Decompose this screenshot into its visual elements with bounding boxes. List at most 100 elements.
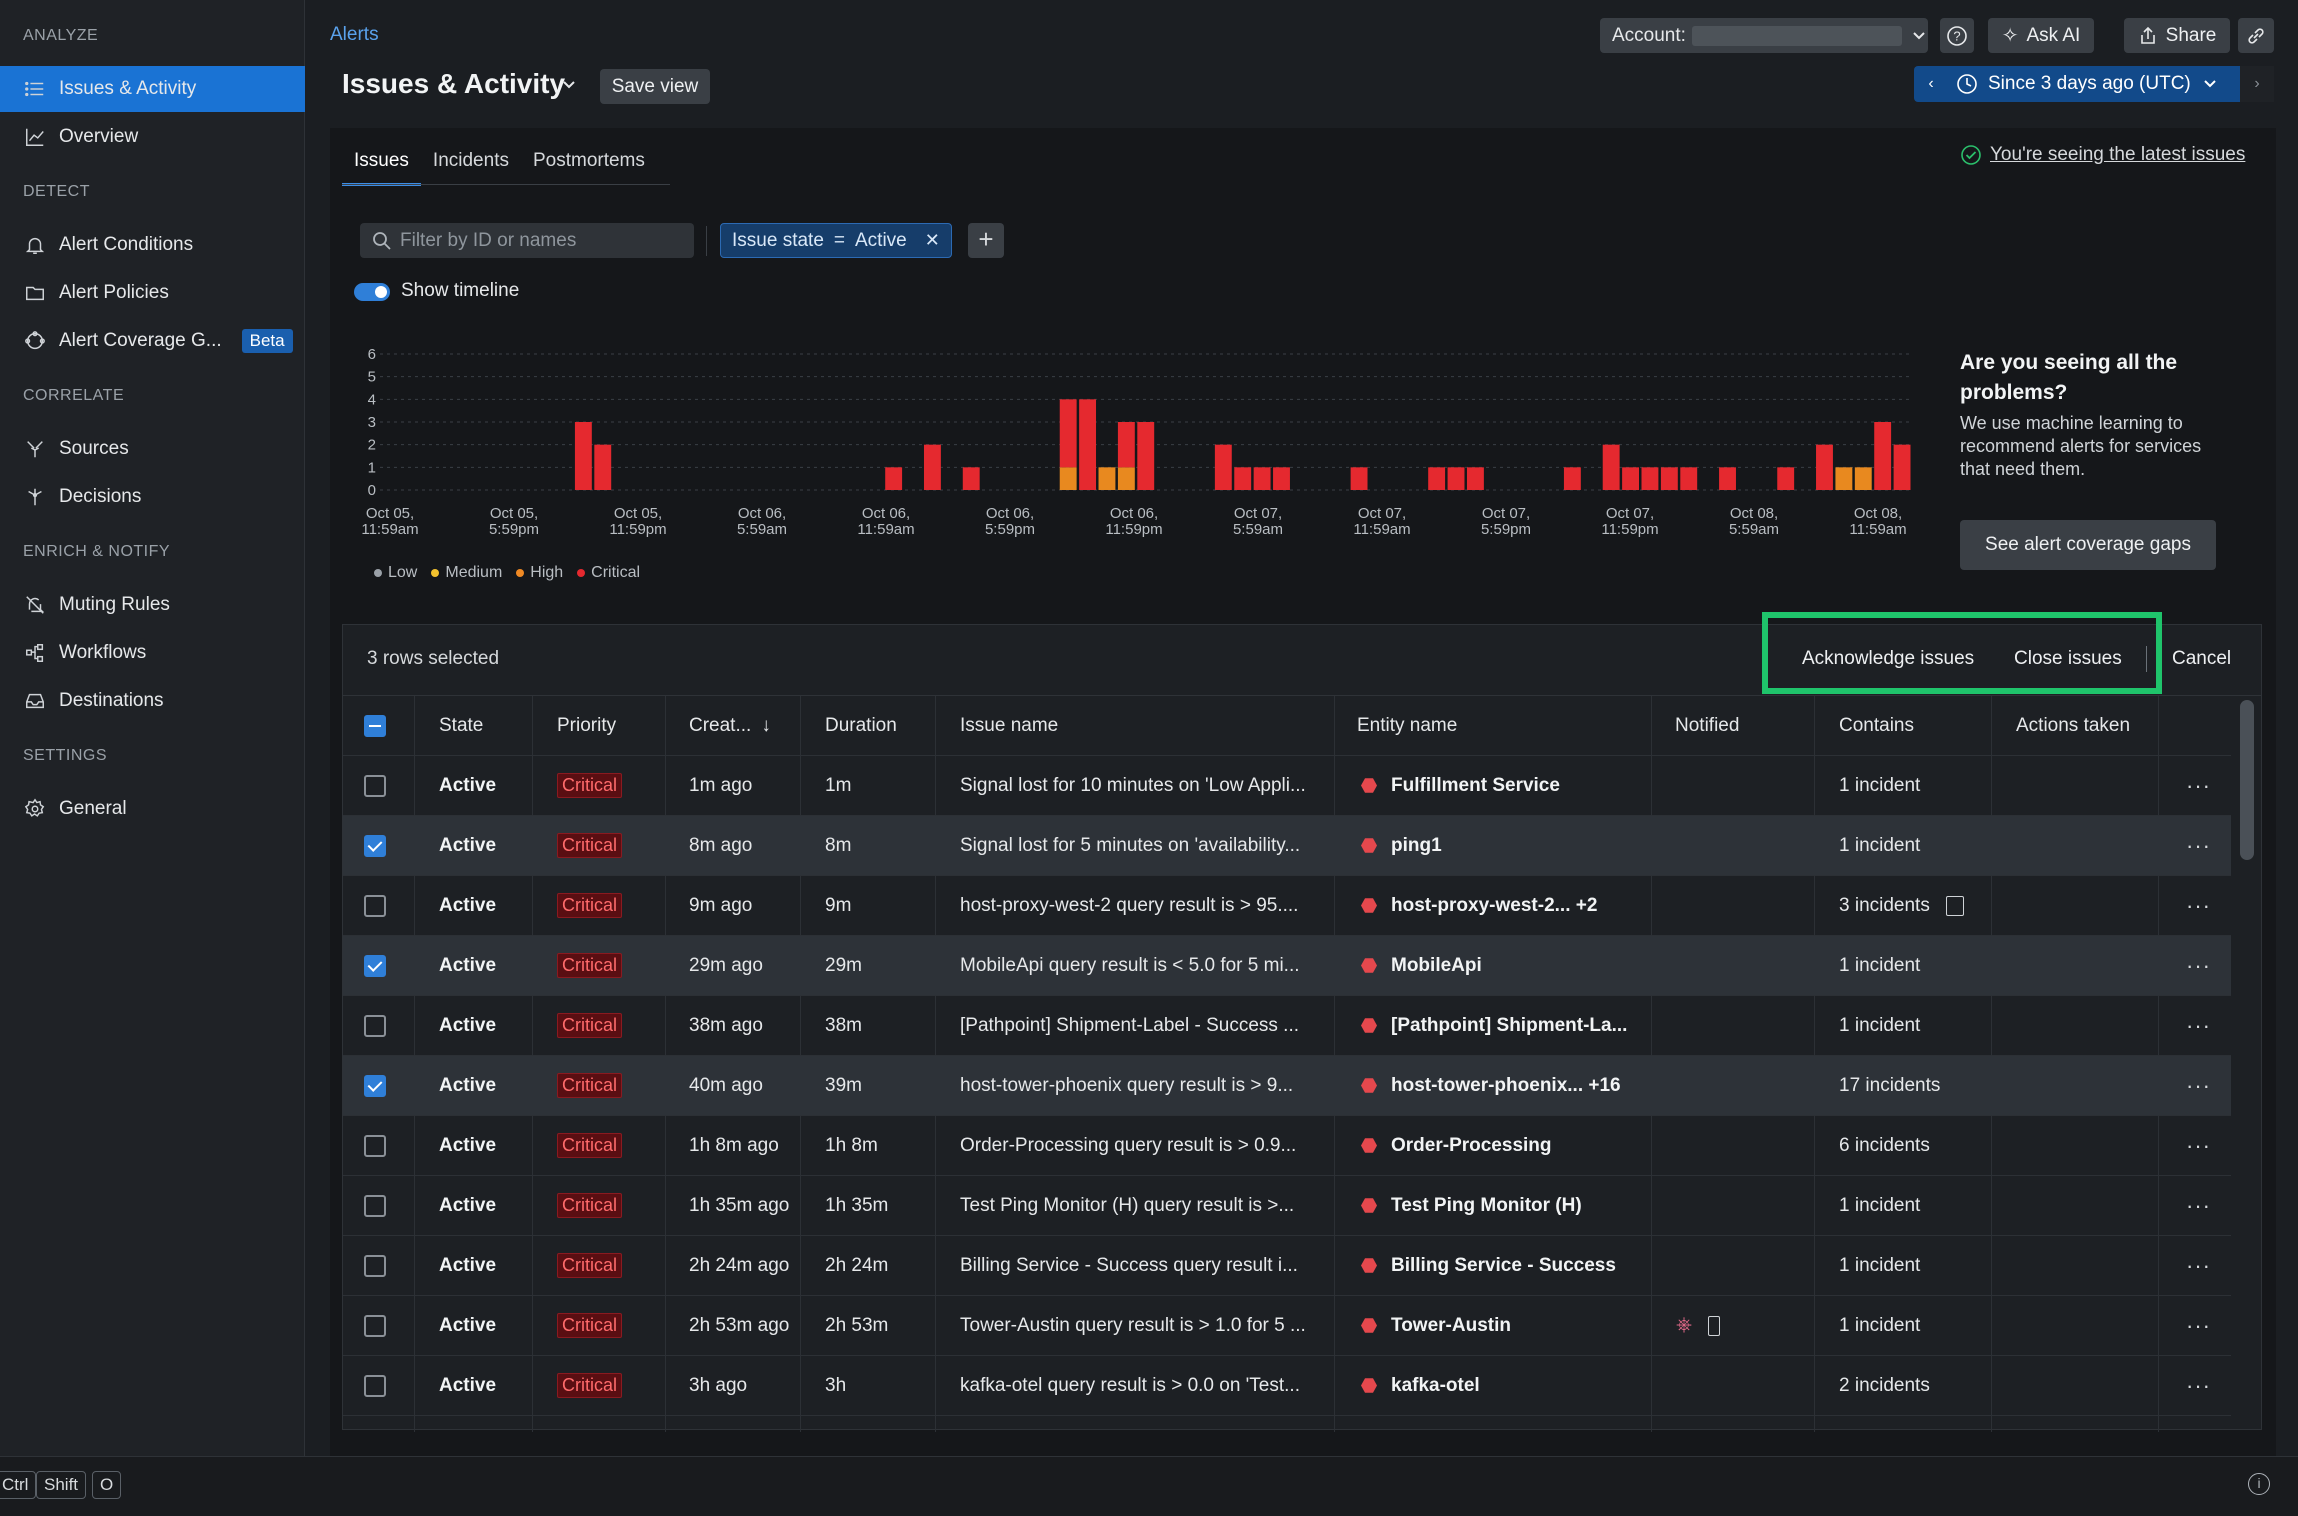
col-entity-name[interactable]: Entity name <box>1357 714 1458 736</box>
entity-cell[interactable]: [Pathpoint] Shipment-La... <box>1361 996 1627 1055</box>
sidebar-item-overview[interactable]: Overview <box>0 114 305 160</box>
row-menu-icon[interactable]: ··· <box>2186 1012 2211 1038</box>
bar-critical[interactable] <box>1816 444 1833 490</box>
col-state[interactable]: State <box>439 714 484 736</box>
row-menu-icon[interactable]: ··· <box>2186 1072 2211 1098</box>
table-row[interactable]: Active Critical 2h 53m ago 2h 53m Tower-Aust… <box>343 1296 2231 1356</box>
row-menu-icon[interactable]: ··· <box>2186 1192 2211 1218</box>
table-row[interactable]: Active Critical 29m ago 29m MobileApi query … <box>343 936 2231 996</box>
checkbox[interactable] <box>364 1074 386 1097</box>
row-menu-icon[interactable]: ··· <box>2186 772 2211 798</box>
sidebar-item-alert-coverage[interactable]: Alert Coverage G... Beta <box>0 318 305 364</box>
table-row[interactable]: Active Critical 3h ago 3h kafka-otel query r… <box>343 1356 2231 1416</box>
bar-critical[interactable] <box>1719 467 1736 490</box>
table-row[interactable]: Active Critical 1h 35m ago 1h 35m Test Ping … <box>343 1176 2231 1236</box>
checkbox[interactable] <box>364 954 386 977</box>
sidebar-item-muting-rules[interactable]: Muting Rules <box>0 582 305 628</box>
bar-critical[interactable] <box>1874 422 1892 490</box>
row-checkbox[interactable] <box>364 1056 386 1115</box>
bar-high[interactable] <box>1059 467 1077 490</box>
bar-critical[interactable] <box>1466 467 1484 490</box>
checkbox[interactable] <box>364 1194 386 1217</box>
cancel-button[interactable]: Cancel <box>2172 648 2232 669</box>
bar-high[interactable] <box>1854 467 1872 490</box>
bar-critical[interactable] <box>1079 399 1097 490</box>
bar-critical[interactable] <box>1893 444 1911 490</box>
acknowledge-issues-button[interactable]: Acknowledge issues <box>1802 648 1975 669</box>
checkbox[interactable] <box>364 1254 386 1277</box>
issue-name-cell[interactable]: Order-Processing query result is > 0.9..… <box>960 1134 1297 1156</box>
bar-critical[interactable] <box>1253 467 1271 490</box>
sidebar-item-sources[interactable]: Sources <box>0 426 305 472</box>
col-duration[interactable]: Duration <box>825 714 897 736</box>
timeline-toggle[interactable] <box>354 283 390 301</box>
issue-name-cell[interactable]: Signal lost for 5 minutes on 'availabili… <box>960 834 1301 856</box>
issue-name-cell[interactable]: kafka-otel query result is > 0.0 on 'Tes… <box>960 1374 1300 1396</box>
prev-time-icon[interactable]: ‹ <box>1928 75 1934 92</box>
close-icon[interactable]: ✕ <box>924 230 940 250</box>
entity-cell[interactable]: Order-Processing <box>1361 1116 1552 1175</box>
checkbox[interactable] <box>364 834 386 857</box>
sidebar-item-alert-policies[interactable]: Alert Policies <box>0 270 305 316</box>
issue-name-cell[interactable]: Billing Service - Success query result i… <box>960 1254 1298 1276</box>
issue-name-cell[interactable]: Test Ping Monitor (H) query result is >.… <box>960 1194 1295 1216</box>
tab-postmortems[interactable]: Postmortems <box>532 150 645 171</box>
chevron-down-icon[interactable] <box>562 78 576 92</box>
tab-incidents[interactable]: Incidents <box>432 150 509 171</box>
entity-cell[interactable]: MobileApi <box>1361 936 1482 995</box>
bar-critical[interactable] <box>962 467 980 490</box>
row-menu-icon[interactable]: ··· <box>2186 952 2211 978</box>
sidebar-item-alert-conditions[interactable]: Alert Conditions <box>0 222 305 268</box>
checkbox[interactable] <box>364 894 386 917</box>
bar-critical[interactable] <box>1563 467 1581 490</box>
entity-cell[interactable]: Billing Service - Success <box>1361 1236 1616 1295</box>
bar-critical[interactable] <box>594 444 612 490</box>
bar-critical[interactable] <box>923 444 941 490</box>
checkbox[interactable] <box>364 1134 386 1157</box>
col-priority[interactable]: Priority <box>557 714 617 736</box>
sidebar-item-destinations[interactable]: Destinations <box>0 678 305 724</box>
row-checkbox[interactable] <box>364 876 386 935</box>
table-scrollbar[interactable] <box>2240 700 2254 860</box>
bar-critical[interactable] <box>1641 467 1659 490</box>
tab-issues[interactable]: Issues <box>342 146 421 186</box>
breadcrumb[interactable]: Alerts <box>330 24 379 45</box>
bar-high[interactable] <box>1098 467 1116 490</box>
search-input[interactable]: Filter by ID or names <box>360 223 694 258</box>
info-icon[interactable]: i <box>2248 1473 2270 1495</box>
entity-cell[interactable]: host-tower-phoenix... +16 <box>1361 1056 1621 1115</box>
row-checkbox[interactable] <box>364 1116 386 1175</box>
next-time-icon[interactable]: › <box>2240 66 2274 102</box>
account-selector[interactable]: Account: <box>1600 18 1928 53</box>
table-row[interactable]: Active Critical 38m ago 38m [Pathpoint] Ship… <box>343 996 2231 1056</box>
select-all-checkbox[interactable] <box>364 696 386 755</box>
entity-cell[interactable]: Test Ping Monitor (H) <box>1361 1176 1582 1235</box>
copy-link-button[interactable] <box>2238 18 2274 53</box>
sidebar-item-issues-activity[interactable]: Issues & Activity <box>0 66 305 112</box>
bar-critical[interactable] <box>1350 467 1368 490</box>
issue-name-cell[interactable]: host-tower-phoenix query result is > 9..… <box>960 1074 1294 1096</box>
latest-status[interactable]: You're seeing the latest issues <box>1960 144 2245 166</box>
share-button[interactable]: Share <box>2124 18 2230 53</box>
entity-cell[interactable]: Tower-Austin <box>1361 1296 1511 1355</box>
ask-ai-button[interactable]: ✧ Ask AI <box>1988 18 2094 53</box>
row-checkbox[interactable] <box>364 936 386 995</box>
bar-critical[interactable] <box>1234 467 1252 490</box>
table-row[interactable]: Active Critical 1m ago 1m Signal lost for 10… <box>343 756 2231 816</box>
issue-name-cell[interactable]: Signal lost for 10 minutes on 'Low Appli… <box>960 774 1306 796</box>
col-issue-name[interactable]: Issue name <box>960 714 1059 736</box>
sidebar-item-decisions[interactable]: Decisions <box>0 474 305 520</box>
checkbox[interactable] <box>364 714 386 737</box>
bar-critical[interactable] <box>1777 467 1795 490</box>
add-filter-button[interactable]: + <box>968 223 1004 258</box>
filter-pill-issue-state[interactable]: Issue state = Active ✕ <box>720 223 952 258</box>
checkbox[interactable] <box>364 1314 386 1337</box>
close-issues-button[interactable]: Close issues <box>2014 648 2122 669</box>
issue-name-cell[interactable]: [Pathpoint] Shipment-Label - Success ... <box>960 1014 1300 1036</box>
table-row[interactable]: Active Critical 9m ago 9m host-proxy-west-2 … <box>343 876 2231 936</box>
bar-critical[interactable] <box>885 467 903 490</box>
checkbox[interactable] <box>364 1014 386 1037</box>
table-row[interactable]: Active Critical 8m ago 8m Signal lost for 5 … <box>343 816 2231 876</box>
row-menu-icon[interactable]: ··· <box>2186 1372 2211 1398</box>
row-checkbox[interactable] <box>364 1176 386 1235</box>
